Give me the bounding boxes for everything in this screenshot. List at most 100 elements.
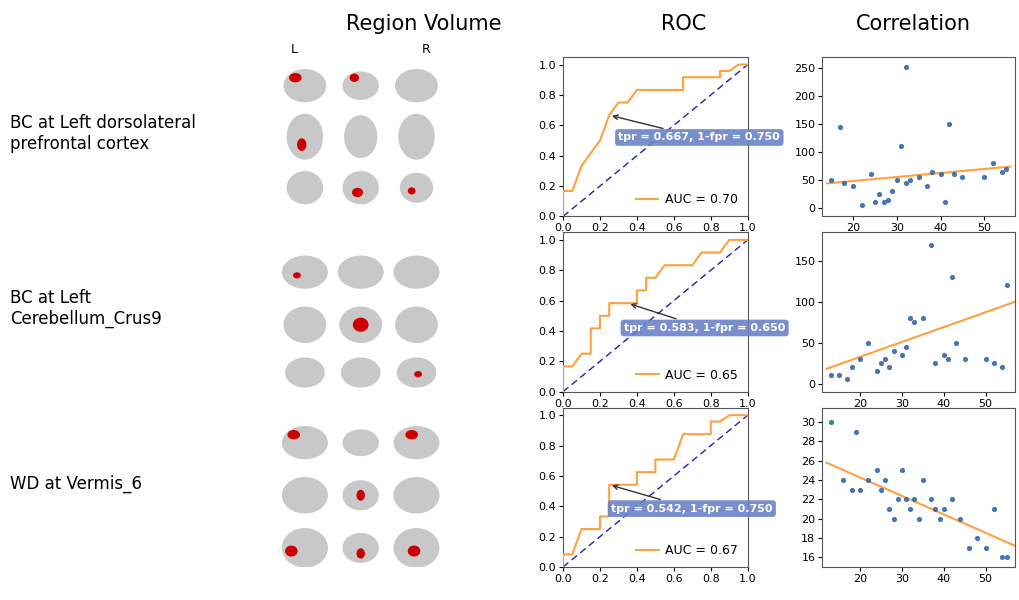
Point bbox=[994, 362, 1010, 372]
Point bbox=[922, 167, 938, 176]
Point bbox=[876, 354, 893, 364]
Text: L: L bbox=[290, 43, 298, 56]
Point bbox=[872, 485, 889, 494]
Text: tpr = 0.583, 1-fpr = 0.650: tpr = 0.583, 1-fpr = 0.650 bbox=[624, 304, 785, 333]
Point bbox=[880, 504, 897, 514]
Point bbox=[874, 197, 891, 207]
Point bbox=[930, 514, 947, 524]
Point bbox=[984, 358, 1001, 368]
Ellipse shape bbox=[398, 115, 433, 159]
Point bbox=[998, 553, 1014, 562]
Point bbox=[879, 195, 896, 205]
Ellipse shape bbox=[342, 533, 378, 562]
Point bbox=[960, 543, 976, 553]
Point bbox=[893, 350, 909, 360]
Point bbox=[897, 342, 913, 352]
Point bbox=[922, 240, 938, 250]
Point bbox=[821, 371, 838, 380]
Point bbox=[884, 514, 901, 524]
Point bbox=[926, 358, 943, 368]
Ellipse shape bbox=[285, 358, 324, 387]
Legend: AUC = 0.70: AUC = 0.70 bbox=[632, 190, 741, 210]
Ellipse shape bbox=[282, 256, 327, 288]
Point bbox=[830, 371, 847, 380]
Point bbox=[843, 362, 859, 372]
Point bbox=[872, 358, 889, 368]
Text: BC at Left dorsolateral
prefrontal cortex: BC at Left dorsolateral prefrontal corte… bbox=[10, 114, 196, 153]
Point bbox=[935, 197, 952, 207]
Point bbox=[926, 504, 943, 514]
Ellipse shape bbox=[282, 529, 327, 567]
Ellipse shape bbox=[357, 549, 364, 558]
Point bbox=[836, 178, 852, 188]
Point bbox=[870, 189, 887, 199]
Ellipse shape bbox=[415, 372, 421, 377]
Ellipse shape bbox=[282, 478, 327, 513]
Text: tpr = 0.542, 1-fpr = 0.750: tpr = 0.542, 1-fpr = 0.750 bbox=[610, 485, 771, 514]
Point bbox=[884, 346, 901, 356]
Ellipse shape bbox=[285, 546, 297, 556]
Point bbox=[943, 272, 959, 282]
Point bbox=[847, 427, 863, 437]
Ellipse shape bbox=[341, 358, 379, 387]
Point bbox=[861, 170, 877, 179]
Text: BC at Left
Cerebellum_Crus9: BC at Left Cerebellum_Crus9 bbox=[10, 289, 161, 328]
Point bbox=[968, 533, 984, 543]
Point bbox=[906, 317, 922, 327]
Point bbox=[975, 172, 991, 182]
Ellipse shape bbox=[357, 491, 364, 500]
Ellipse shape bbox=[287, 172, 322, 203]
Legend: AUC = 0.65: AUC = 0.65 bbox=[632, 365, 741, 385]
Text: R: R bbox=[421, 43, 430, 56]
Point bbox=[897, 62, 913, 71]
Ellipse shape bbox=[338, 256, 382, 288]
Text: Correlation: Correlation bbox=[855, 14, 969, 34]
Ellipse shape bbox=[393, 256, 438, 288]
Point bbox=[835, 475, 851, 485]
Point bbox=[897, 178, 913, 188]
Ellipse shape bbox=[288, 431, 299, 439]
Ellipse shape bbox=[353, 188, 362, 196]
Point bbox=[994, 553, 1010, 562]
Ellipse shape bbox=[344, 116, 376, 157]
Ellipse shape bbox=[339, 307, 381, 342]
Point bbox=[844, 181, 860, 190]
Point bbox=[931, 170, 948, 179]
Ellipse shape bbox=[293, 273, 300, 278]
Point bbox=[993, 167, 1009, 176]
Point bbox=[897, 494, 913, 504]
Point bbox=[859, 338, 875, 347]
Point bbox=[821, 418, 838, 427]
Point bbox=[976, 354, 993, 364]
Ellipse shape bbox=[282, 427, 327, 458]
Ellipse shape bbox=[354, 319, 368, 331]
Text: tpr = 0.667, 1-fpr = 0.750: tpr = 0.667, 1-fpr = 0.750 bbox=[612, 115, 780, 142]
Point bbox=[868, 466, 884, 475]
Point bbox=[997, 164, 1013, 173]
Ellipse shape bbox=[287, 115, 322, 159]
Point bbox=[941, 119, 957, 129]
Ellipse shape bbox=[298, 139, 306, 150]
Point bbox=[984, 504, 1001, 514]
Point bbox=[976, 543, 993, 553]
Point bbox=[918, 181, 934, 190]
Point bbox=[914, 313, 930, 323]
Point bbox=[839, 374, 855, 384]
Point bbox=[998, 281, 1014, 290]
Point bbox=[943, 494, 959, 504]
Ellipse shape bbox=[350, 74, 358, 81]
Point bbox=[901, 175, 917, 185]
Point bbox=[934, 350, 951, 360]
Point bbox=[880, 362, 897, 372]
Point bbox=[822, 175, 839, 185]
Point bbox=[914, 475, 930, 485]
Ellipse shape bbox=[393, 427, 438, 458]
Point bbox=[851, 354, 867, 364]
Point bbox=[892, 142, 908, 151]
Point bbox=[910, 514, 926, 524]
Point bbox=[889, 494, 905, 504]
Point bbox=[868, 367, 884, 376]
Point bbox=[906, 494, 922, 504]
Point bbox=[876, 475, 893, 485]
Ellipse shape bbox=[342, 172, 378, 203]
